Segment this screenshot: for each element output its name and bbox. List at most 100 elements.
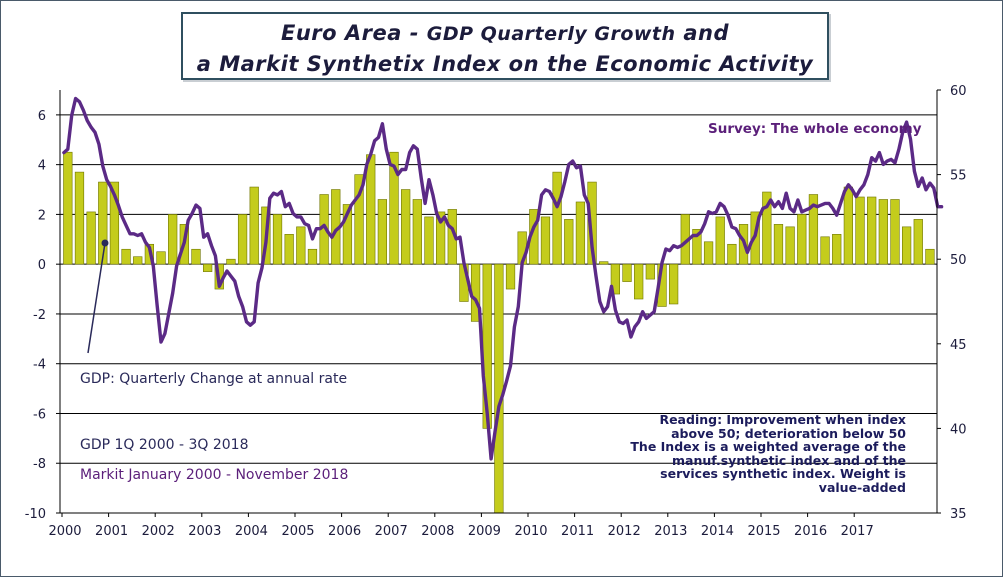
- left-tick-label: -6: [33, 407, 46, 422]
- gdp-bar: [272, 214, 283, 265]
- gdp-pointer: [87, 239, 109, 354]
- survey-label: Survey: The whole economy: [708, 121, 922, 137]
- gdp-bar: [773, 224, 784, 265]
- x-tick-label: 2003: [188, 524, 221, 539]
- gdp-bar: [133, 256, 143, 265]
- x-tick-label: 2010: [514, 524, 547, 539]
- x-tick-label: 2001: [95, 524, 128, 539]
- gdp-bar: [703, 241, 714, 265]
- left-tick-label: -2: [33, 308, 46, 323]
- gdp-bar: [226, 258, 236, 265]
- x-tick-label: 2000: [48, 524, 81, 539]
- gdp-bar: [599, 261, 609, 265]
- gdp-bar: [855, 196, 865, 265]
- gdp-bar: [785, 226, 795, 265]
- gdp-bar: [296, 226, 306, 265]
- gdp-bar: [389, 151, 399, 265]
- title-and: and: [675, 21, 730, 45]
- reading-line: Reading: Improvement when index: [659, 412, 906, 427]
- title-prefix: Euro Area -: [280, 21, 427, 45]
- gdp-bar: [249, 186, 259, 265]
- x-tick-label: 2017: [841, 524, 874, 539]
- gdp-bar: [540, 216, 551, 265]
- gdp-bar: [168, 214, 178, 265]
- gdp-label: GDP: Quarterly Change at annual rate: [80, 371, 348, 387]
- gdp-bar: [913, 219, 923, 265]
- gdp-period-label: GDP 1Q 2000 - 3Q 2018: [80, 437, 249, 453]
- gdp-bar: [552, 171, 562, 265]
- gdp-bar: [925, 248, 935, 265]
- right-tick-label: 40: [950, 422, 967, 437]
- gdp-bar: [307, 248, 318, 265]
- x-tick-label: 2007: [375, 524, 408, 539]
- gdp-bar: [494, 263, 504, 514]
- left-tick-label: 0: [38, 258, 46, 273]
- x-tick-label: 2014: [701, 524, 734, 539]
- reading-line: services synthetic index. Weight is: [660, 466, 906, 481]
- gdp-bar: [86, 211, 96, 265]
- gdp-bar: [610, 263, 620, 295]
- gdp-bar: [401, 189, 411, 265]
- left-tick-label: 2: [38, 208, 46, 223]
- gdp-bar: [424, 216, 434, 265]
- markit-period-label: Markit January 2000 - November 2018: [80, 467, 349, 483]
- markit-line-layer: [62, 96, 944, 461]
- right-tick-label: 60: [950, 84, 967, 99]
- reading-line: manuf.synthetic index and of the: [671, 452, 906, 468]
- right-tick-label: 50: [950, 253, 967, 268]
- gdp-bar: [820, 236, 830, 265]
- gdp-bar: [284, 234, 294, 265]
- title-line-2: a Markit Synthetix Index on the Economic…: [196, 52, 814, 76]
- gdp-bar: [354, 174, 364, 265]
- pointer-line: [87, 242, 106, 354]
- left-tick-label: 4: [38, 159, 46, 174]
- gdp-bar: [109, 181, 120, 265]
- x-tick-label: 2011: [561, 524, 594, 539]
- reading-line: above 50; deterioration below 50: [671, 425, 906, 441]
- x-tick-label: 2006: [328, 524, 361, 539]
- gdp-bar: [575, 201, 586, 265]
- gdp-bar: [156, 251, 166, 265]
- right-tick-label: 55: [950, 169, 967, 184]
- x-tick-label: 2009: [468, 524, 501, 539]
- gdp-bar: [692, 229, 702, 265]
- gdp-bar: [342, 204, 353, 265]
- gdp-bar: [622, 263, 632, 282]
- x-tick-label: 2002: [142, 524, 175, 539]
- x-tick-label: 2016: [794, 524, 827, 539]
- gdp-bar: [366, 154, 376, 265]
- pointer-dot: [101, 239, 109, 247]
- gdp-bar: [808, 194, 819, 265]
- gdp-bar: [843, 186, 853, 265]
- reading-note: Reading: Improvement when index above 50…: [604, 413, 906, 494]
- markit-line: [62, 96, 944, 461]
- gdp-bar: [121, 248, 131, 265]
- gdp-bar: [435, 211, 446, 265]
- reading-line: The Index is a weighted average of the: [630, 439, 906, 454]
- gdp-bar: [412, 199, 422, 265]
- reading-line: value-added: [818, 479, 906, 495]
- x-tick-label: 2005: [281, 524, 314, 539]
- gdp-bar: [98, 181, 108, 265]
- gdp-bar: [832, 234, 842, 265]
- x-tick-label: 2012: [608, 524, 641, 539]
- left-tick-label: 6: [38, 109, 46, 124]
- gdp-bar: [63, 151, 73, 265]
- right-tick-label: 45: [950, 338, 967, 353]
- left-tick-label: -8: [33, 457, 46, 472]
- gdp-bar: [377, 199, 387, 265]
- gdp-bar: [901, 226, 912, 265]
- gdp-bar: [191, 248, 201, 265]
- gdp-bar: [797, 214, 807, 265]
- gdp-bar: [203, 263, 213, 272]
- left-tick-label: -4: [33, 358, 46, 373]
- gdp-bars: [63, 151, 935, 514]
- x-tick-label: 2015: [747, 524, 780, 539]
- gdp-bar: [668, 263, 679, 305]
- gdp-bar: [762, 191, 772, 265]
- x-tick-label: 2008: [421, 524, 454, 539]
- x-tick-label: 2004: [235, 524, 268, 539]
- gdp-bar: [74, 171, 85, 265]
- title-gdp: GDP Quarterly Growth: [426, 23, 676, 45]
